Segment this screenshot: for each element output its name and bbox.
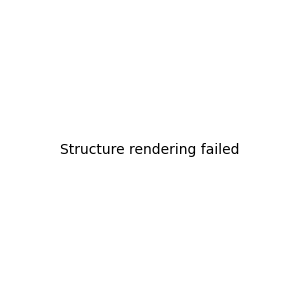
Text: Structure rendering failed: Structure rendering failed — [60, 143, 240, 157]
